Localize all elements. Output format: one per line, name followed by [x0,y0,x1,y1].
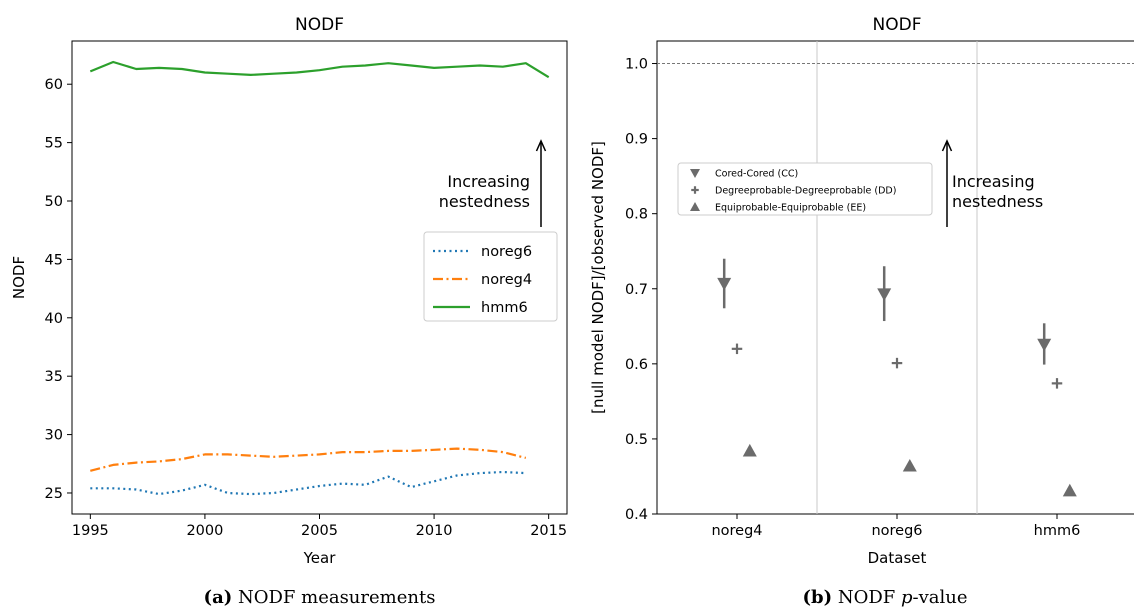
caption-b-italic: p [901,587,913,608]
annotation-b-line1: Increasing [952,172,1035,191]
legend-a: noreg6 noreg4 hmm6 [423,231,558,322]
x-tick-label-a: 2010 [416,523,453,539]
marker-triangle-up-hmm6 [1062,483,1077,497]
x-tick-label-noreg6: noreg6 [871,523,922,539]
x-tick-label-hmm6: hmm6 [1034,523,1081,539]
legend-label-b: Cored-Cored (CC) [715,169,798,180]
marker-plus-hmm6 [1051,378,1063,389]
marker-triangle-down-noreg6 [877,288,892,302]
y-tick-label-a: 55 [45,136,63,152]
marker-triangle-up-noreg4 [742,443,757,457]
x-tick-label-a: 1995 [72,523,109,539]
marker-triangle-up-noreg6 [902,458,917,472]
y-ticks-b: 0.4 0.5 0.6 0.7 0.8 0.9 1.0 [625,57,657,523]
caption-b-label: (b) [802,587,832,608]
marker-triangle-down-noreg4 [717,277,732,291]
y-axis-label-b: [null model NODF]/[observed NODF] [589,141,607,414]
annotation-a-line1: Increasing [447,172,530,191]
x-tick-label-a: 2005 [301,523,338,539]
panel-b: NODF Dataset [null model NODF]/[observed… [589,15,1134,567]
legend-label-hmm6: hmm6 [481,300,528,316]
legend-a-box [423,231,558,322]
legend-marker-triangle-down [690,169,700,178]
annotation-a-line2: nestedness [439,192,530,211]
panel-a: NODF Year NODF 1995 2000 2005 2010 2015 25 30… [10,15,568,567]
y-tick-label-b: 0.7 [625,282,648,298]
x-ticks-b: noreg4 noreg6 hmm6 [711,514,1080,539]
marker-plus-noreg6 [891,357,903,369]
caption-a-text: NODF measurements [232,587,435,608]
y-ticks-a: 25 30 35 40 45 50 55 60 [45,77,72,502]
x-tick-label-a: 2000 [186,523,223,539]
marker-plus-noreg4 [731,343,743,355]
y-tick-label-a: 40 [45,311,63,327]
x-axis-label-a: Year [303,549,337,567]
y-tick-label-a: 30 [45,428,63,444]
y-tick-label-b: 1.0 [625,57,648,73]
x-ticks-a: 1995 2000 2005 2010 2015 [72,514,567,539]
caption-b-text-after: -value [913,587,968,608]
caption-a-label: (a) [204,587,233,608]
x-tick-label-noreg4: noreg4 [711,523,762,539]
y-tick-label-b: 0.6 [625,357,648,373]
series-line-noreg4 [90,447,527,472]
annotation-b: Increasing nestedness [941,139,1043,227]
markers-b [717,258,1077,497]
y-tick-label-a: 25 [45,486,63,502]
legend-label-noreg6: noreg6 [481,244,532,260]
y-tick-label-b: 0.4 [625,507,648,523]
y-tick-label-a: 50 [45,194,63,210]
series-lines-a [89,60,550,496]
plot-frame-b [656,40,1134,515]
legend-label-b: Equiprobable-Equiprobable (EE) [715,203,866,214]
y-tick-label-b: 0.8 [625,207,648,223]
caption-a: (a) NODF measurements [204,587,436,608]
y-tick-label-a: 35 [45,369,63,385]
legend-marker-plus [691,186,699,194]
y-axis-label-a: NODF [10,256,28,299]
legend-b-box [677,162,933,216]
annotation-a: Increasing nestedness [439,139,547,227]
series-line-noreg6 [90,470,526,496]
legend-label-noreg4: noreg4 [481,272,532,288]
legend-marker-triangle-up [690,202,700,211]
y-tick-label-b: 0.5 [625,432,648,448]
chart-title-a: NODF [295,15,344,35]
chart-title-b: NODF [873,15,922,35]
annotation-b-line2: nestedness [952,192,1043,211]
y-tick-label-b: 0.9 [625,132,648,148]
y-tick-label-a: 45 [45,252,63,268]
y-tick-label-a: 60 [45,77,63,93]
category-separators-b [816,41,978,514]
x-tick-label-a: 2015 [530,523,567,539]
legend-b: Cored-Cored (CC) Degreeprobable-Degreepro… [677,162,933,216]
annotation-b-arrowhead [941,139,953,152]
x-axis-label-b: Dataset [868,549,927,567]
annotation-a-arrowhead [535,139,547,152]
series-line-hmm6 [89,60,550,79]
legend-label-b: Degreeprobable-Degreeprobable (DD) [715,186,896,197]
caption-b: (b) NODF p-value [802,587,967,608]
marker-triangle-down-hmm6 [1037,338,1052,352]
caption-b-text-before: NODF [832,587,901,608]
